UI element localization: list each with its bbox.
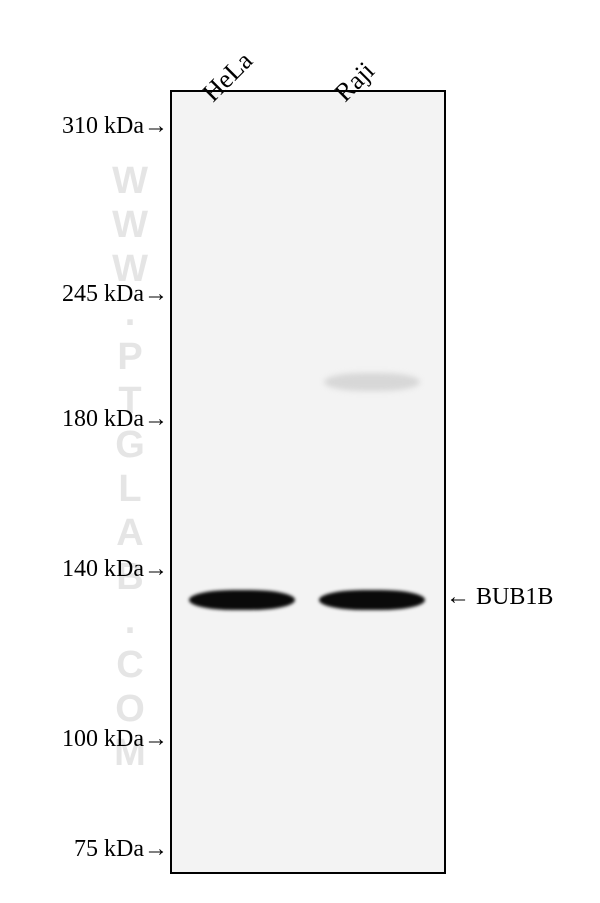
marker-245: 245 kDa→: [62, 281, 168, 308]
band-lane1-bub1b: [189, 590, 295, 610]
arrow-right-icon: →: [144, 281, 168, 308]
marker-value: 140 kDa: [62, 556, 144, 582]
marker-value: 75 kDa: [74, 836, 144, 862]
marker-value: 180 kDa: [62, 406, 144, 432]
arrow-right-icon: →: [144, 836, 168, 863]
arrow-right-icon: →: [144, 556, 168, 583]
faint-band-lane2: [324, 373, 420, 391]
arrow-left-icon: ←: [446, 584, 470, 610]
marker-100: 100 kDa→: [62, 726, 168, 753]
target-label-bub1b: ← BUB1B: [446, 584, 553, 611]
western-blot-figure: WWW.PTGLAB.COM HeLa Raji 310 kDa→ 245 kD…: [0, 0, 600, 903]
band-lane2-bub1b: [319, 590, 425, 610]
marker-value: 245 kDa: [62, 281, 144, 307]
target-name: BUB1B: [476, 584, 553, 610]
arrow-right-icon: →: [144, 113, 168, 140]
watermark-text: WWW.PTGLAB.COM: [108, 160, 151, 776]
marker-value: 100 kDa: [62, 726, 144, 752]
marker-140: 140 kDa→: [62, 556, 168, 583]
marker-value: 310 kDa: [62, 113, 144, 139]
blot-membrane: [170, 90, 446, 874]
marker-180: 180 kDa→: [62, 406, 168, 433]
marker-75: 75 kDa→: [74, 836, 168, 863]
arrow-right-icon: →: [144, 406, 168, 433]
marker-310: 310 kDa→: [62, 113, 168, 140]
arrow-right-icon: →: [144, 726, 168, 753]
